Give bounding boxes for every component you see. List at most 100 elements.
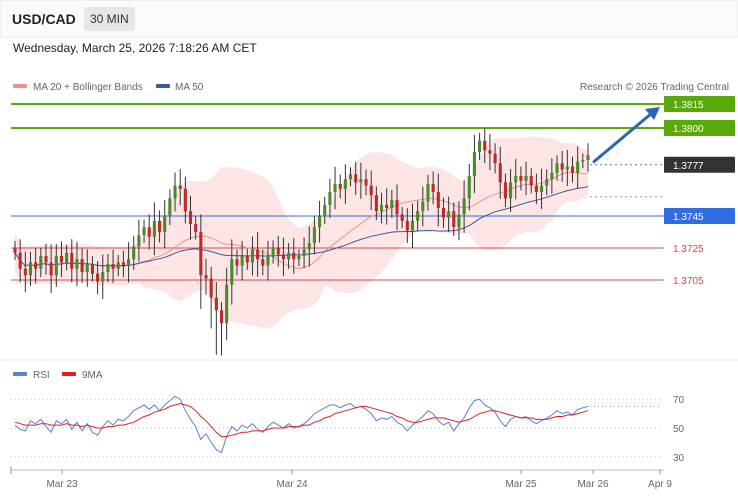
candle-body — [576, 161, 580, 173]
candle-body — [13, 248, 17, 253]
candle — [385, 188, 389, 225]
candle-body — [312, 227, 316, 244]
candle-body — [503, 182, 507, 199]
credit-text: Research © 2026 Trading Central — [580, 82, 729, 93]
rsi-line — [14, 395, 589, 454]
candle — [369, 170, 373, 211]
candle-body — [152, 220, 156, 237]
candle — [178, 169, 182, 206]
candle-body — [240, 256, 244, 266]
candle-body — [302, 249, 306, 256]
candle-body — [416, 211, 420, 221]
datetime-label: Wednesday, March 25, 2026 7:18:26 AM CET — [13, 41, 257, 55]
candle-body — [519, 176, 523, 181]
timeframe-badge[interactable]: 30 MIN — [84, 7, 135, 31]
candle-body — [457, 214, 461, 228]
candle-body — [194, 224, 198, 232]
candle — [13, 240, 17, 260]
level-label: 1.3815 — [673, 100, 704, 111]
candle-body — [214, 297, 218, 311]
x-tick-label: Mar 24 — [276, 479, 308, 490]
candle — [457, 201, 461, 241]
candle-body — [250, 249, 255, 263]
candle-body — [467, 176, 471, 199]
candle — [503, 173, 507, 208]
candle — [524, 161, 528, 196]
candle-body — [297, 256, 301, 260]
rsi-tick-label: 30 — [673, 453, 685, 464]
rsi-legend: RSI 9MA — [13, 370, 103, 381]
candle-body — [405, 220, 409, 231]
candle — [348, 167, 353, 187]
candle-body — [230, 259, 234, 285]
candle — [199, 214, 203, 309]
candle-body — [462, 198, 466, 215]
candle-body — [219, 310, 224, 324]
candle-body — [348, 174, 353, 180]
candle-body — [323, 204, 327, 216]
candle — [395, 184, 399, 231]
candle-body — [157, 220, 162, 232]
candle-body — [374, 195, 378, 212]
candle-body — [534, 185, 538, 192]
candle — [44, 243, 48, 275]
candle — [519, 166, 523, 191]
candle-body — [287, 252, 291, 260]
candle — [28, 251, 33, 286]
candle-body — [385, 204, 389, 208]
candle-body — [488, 150, 492, 154]
candle-body — [44, 256, 48, 263]
candle — [111, 249, 115, 284]
candle-body — [173, 185, 177, 199]
candle — [245, 248, 249, 270]
candle — [364, 169, 368, 196]
candle — [447, 196, 451, 233]
candle — [80, 248, 84, 283]
candle-body — [478, 140, 482, 152]
candle — [343, 164, 347, 204]
candle-body — [565, 166, 569, 170]
candle-body — [343, 179, 347, 189]
candle — [121, 250, 125, 278]
candle — [498, 146, 502, 199]
candle — [410, 203, 415, 248]
rsi-ma-legend-swatch — [62, 372, 76, 376]
ma50-legend-swatch — [156, 84, 170, 88]
candle — [431, 171, 435, 205]
candle — [483, 128, 487, 164]
candle — [565, 149, 569, 187]
candle-body — [276, 248, 280, 255]
candle-body — [59, 256, 64, 263]
candle — [359, 162, 363, 199]
candle-body — [39, 256, 43, 269]
candle — [534, 173, 538, 205]
candle — [39, 247, 43, 278]
candle — [509, 168, 513, 212]
candle-body — [545, 179, 549, 186]
candle-body — [132, 246, 136, 260]
candle — [307, 226, 311, 267]
candle-body — [410, 220, 415, 231]
candle-body — [379, 204, 384, 212]
candle — [250, 236, 255, 276]
candle — [297, 249, 301, 267]
level-label: 1.3745 — [673, 212, 704, 223]
candle-body — [163, 216, 167, 232]
candle — [157, 210, 162, 243]
forecast-arrow — [592, 107, 660, 164]
candle-body — [261, 259, 265, 266]
ma20-legend-swatch — [13, 84, 27, 88]
candle — [70, 239, 74, 283]
x-tick-label: Mar 26 — [577, 479, 609, 490]
rsi-ma-legend-label: 9MA — [82, 370, 103, 381]
candle-body — [359, 179, 363, 183]
candle-body — [318, 216, 322, 228]
candle-body — [235, 259, 239, 266]
candle-body — [333, 184, 337, 192]
candle — [452, 202, 456, 236]
candle-body — [256, 249, 260, 260]
candle — [472, 134, 476, 194]
candle-body — [281, 254, 285, 260]
candle — [230, 239, 234, 305]
candle — [576, 146, 580, 189]
